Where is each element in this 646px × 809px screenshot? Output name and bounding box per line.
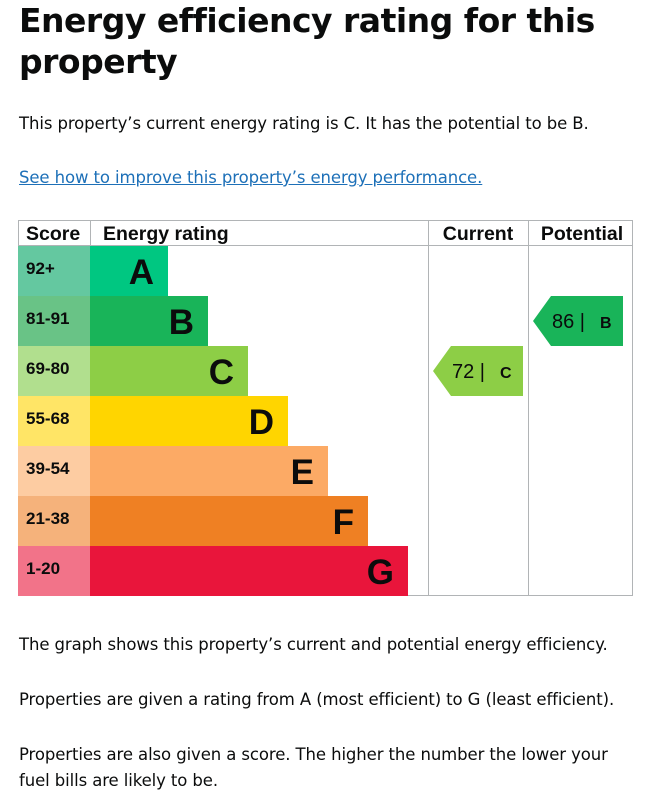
current-rating-letter: C (500, 365, 512, 382)
score-cell-f (18, 496, 90, 546)
rating-bands: 92+ A 81-91 B 69-80 C 55-68 D 39-54 E 21-38 F 1-20 G (18, 246, 408, 596)
score-cell-b (18, 296, 90, 346)
score-range-b: 81-91 (26, 309, 69, 328)
current-rating-arrow (433, 346, 523, 396)
score-cell-d (18, 396, 90, 446)
rating-bar-d (90, 396, 288, 446)
score-range-d: 55-68 (26, 409, 69, 428)
header-energy-rating: Energy rating (103, 223, 229, 245)
header-potential: Potential (541, 223, 623, 245)
rating-bar-b (90, 296, 208, 346)
score-cell-e (18, 446, 90, 496)
page-title: Energy efficiency rating for this proper… (19, 1, 595, 81)
rating-letter-b: B (169, 303, 194, 342)
potential-rating-arrow (533, 296, 623, 346)
score-range-g: 1-20 (26, 559, 60, 578)
graph-description: The graph shows this property’s current … (19, 635, 608, 654)
rating-bar-c (90, 346, 248, 396)
potential-score-value: 86 | (552, 311, 585, 333)
potential-rating-letter: B (600, 315, 612, 332)
score-cell-a (18, 246, 90, 296)
score-range-e: 39-54 (26, 459, 70, 478)
rating-letter-a: A (129, 253, 154, 292)
rating-letter-c: C (209, 353, 234, 392)
rating-indicators: 72 | C 86 | B (433, 296, 623, 396)
rating-scale-description: Properties are given a rating from A (mo… (19, 690, 615, 709)
rating-bar-f (90, 496, 368, 546)
score-range-a: 92+ (26, 259, 55, 278)
score-range-f: 21-38 (26, 509, 69, 528)
current-score-value: 72 | (452, 361, 485, 383)
rating-letter-g: G (367, 553, 394, 592)
rating-bar-g (90, 546, 408, 596)
score-cell-c (18, 346, 90, 396)
rating-letter-d: D (249, 403, 274, 442)
header-score: Score (26, 223, 80, 245)
improve-performance-link[interactable]: See how to improve this property’s energ… (19, 168, 483, 187)
rating-letter-e: E (291, 453, 314, 492)
score-cell-g (18, 546, 90, 596)
header-current: Current (443, 223, 514, 245)
rating-summary: This property’s current energy rating is… (19, 114, 589, 133)
score-description: Properties are also given a score. The h… (19, 745, 608, 790)
score-range-c: 69-80 (26, 359, 69, 378)
rating-bar-e (90, 446, 328, 496)
rating-letter-f: F (333, 503, 354, 542)
rating-bar-a (90, 246, 168, 296)
